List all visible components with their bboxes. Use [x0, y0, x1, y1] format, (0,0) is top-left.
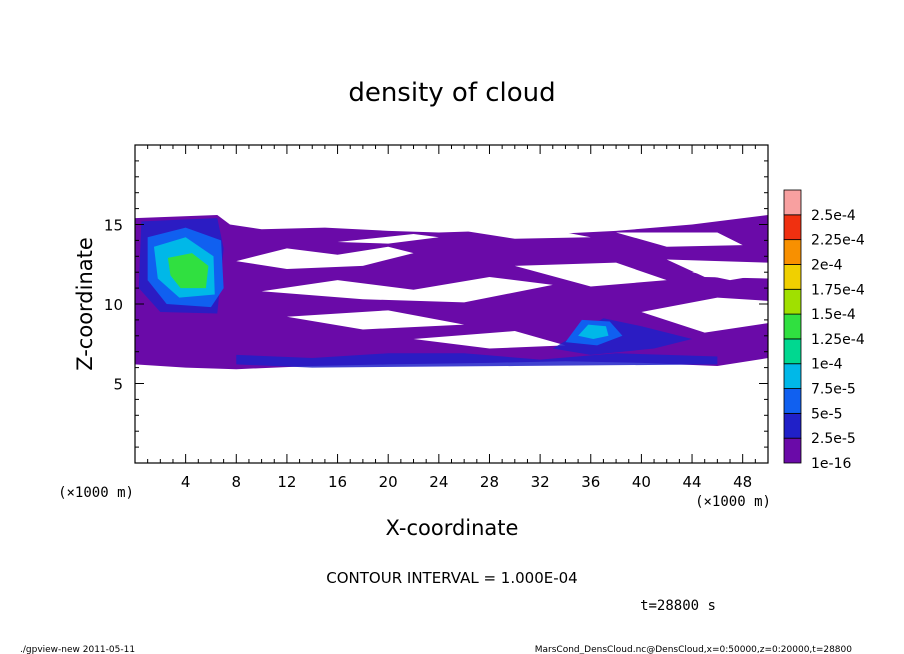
x-tick-label: 48 [733, 473, 752, 491]
cloud-core [578, 324, 609, 339]
x-unit-label: (×1000 m) [695, 494, 771, 510]
y-tick-label: 10 [104, 296, 123, 314]
cloud-gap [641, 297, 768, 333]
y-axis-label: Z-coordinate [73, 237, 97, 371]
x-tick-label: 8 [232, 473, 242, 491]
colorbar-swatch [783, 214, 802, 241]
cloud-density-band [552, 318, 693, 355]
cloud-gap [337, 234, 439, 244]
x-tick-label: 28 [480, 473, 499, 491]
x-axis-label: X-coordinate [386, 516, 519, 540]
cloud-density-band [236, 353, 718, 368]
colorbar-label: 7.5e-5 [811, 382, 856, 398]
x-tick-label: 24 [429, 473, 448, 491]
contour-interval-label: CONTOUR INTERVAL = 1.000E-04 [326, 569, 577, 587]
x-tick-label: 36 [581, 473, 600, 491]
colorbar-swatch [783, 412, 802, 439]
cloud-gap [692, 267, 768, 281]
chart-title: density of cloud [348, 78, 555, 108]
colorbar-label: 1.5e-4 [811, 307, 856, 323]
cloud-gap [464, 227, 591, 239]
x-tick-label: 44 [682, 473, 701, 491]
colorbar-swatch [783, 288, 802, 315]
cloud-core [167, 253, 209, 289]
x-axis: 4 8 12 16 20 24 28 32 36 40 44 48 [147, 145, 756, 491]
colorbar-swatch [783, 363, 802, 389]
x-tick-label: 20 [379, 473, 398, 491]
colorbar-swatch [783, 189, 802, 216]
y-tick-label: 5 [113, 376, 123, 394]
colorbar-label: 2.25e-4 [811, 233, 865, 249]
colorbar-label: 1.25e-4 [811, 332, 865, 348]
plot-area [135, 214, 768, 370]
colorbar-label: 1e-4 [811, 357, 843, 373]
colorbar-label: 2.5e-5 [811, 431, 856, 447]
x-tick-label: 40 [632, 473, 651, 491]
colorbar-label: 1.75e-4 [811, 282, 865, 298]
colorbar-label: 2.5e-4 [811, 208, 856, 224]
colorbar-swatch [783, 437, 802, 464]
cloud-gap [286, 310, 465, 330]
x-tick-label: 4 [181, 473, 191, 491]
y-unit-label: (×1000 m) [58, 485, 134, 501]
colorbar-swatch [783, 239, 802, 265]
cloud-gap [616, 232, 743, 247]
colorbar: 1e-16 2.5e-5 5e-5 7.5e-5 1e-4 1.25e-4 1.5e-4 1.… [783, 189, 865, 472]
colorbar-swatch [783, 313, 802, 340]
footer-right: MarsCond_DensCloud.nc@DensCloud,x=0:5000… [535, 645, 852, 654]
x-tick-label: 12 [277, 473, 296, 491]
colorbar-swatch [783, 338, 802, 365]
time-label: t=28800 s [640, 598, 716, 614]
cloud-gap [514, 262, 667, 287]
cloud-gap [413, 331, 566, 349]
colorbar-label: 5e-5 [811, 406, 842, 422]
y-tick-label: 15 [104, 217, 123, 235]
cloud-gap [261, 276, 553, 303]
colorbar-swatch [783, 264, 802, 290]
cloud-gap [236, 246, 414, 270]
x-tick-label: 32 [531, 473, 550, 491]
colorbar-label: 1e-16 [811, 456, 851, 472]
x-tick-label: 16 [328, 473, 347, 491]
y-axis: 5 10 15 [104, 160, 768, 448]
colorbar-swatch [783, 388, 802, 414]
footer-left: ./gpview-new 2011-05-11 [20, 645, 135, 654]
colorbar-label: 2e-4 [811, 257, 843, 273]
